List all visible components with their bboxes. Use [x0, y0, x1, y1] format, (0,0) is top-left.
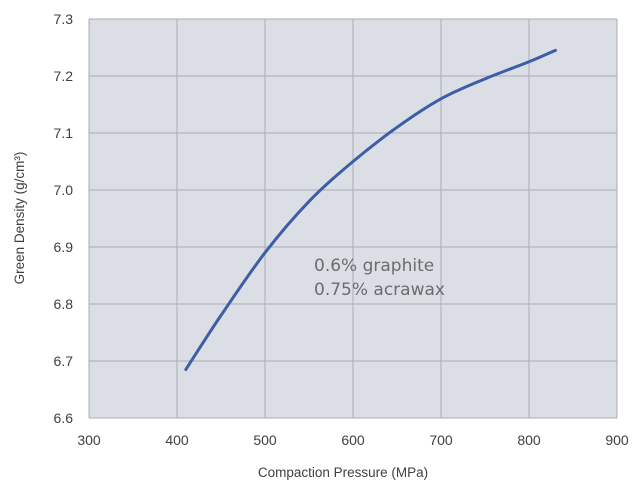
y-tick-label: 6.9: [54, 239, 74, 255]
series-line: [184, 48, 557, 372]
y-tick-label: 7.1: [54, 125, 74, 141]
x-tick-label: 800: [517, 432, 541, 448]
y-tick-label: 6.7: [54, 353, 74, 369]
x-tick-label: 300: [77, 432, 101, 448]
x-tick-label: 500: [253, 432, 277, 448]
y-tick-label: 7.0: [54, 182, 74, 198]
x-tick-label: 900: [605, 432, 629, 448]
y-tick-label: 7.2: [54, 68, 74, 84]
x-tick-label: 700: [429, 432, 453, 448]
y-axis-label: Green Density (g/cm³): [12, 152, 27, 285]
x-axis-label: Compaction Pressure (MPa): [258, 465, 428, 480]
y-tick-label: 7.3: [54, 11, 74, 27]
series-group: [184, 48, 557, 372]
y-tick-label: 6.8: [54, 296, 74, 312]
grid: [88, 18, 618, 419]
x-tick-label: 600: [341, 432, 365, 448]
annotation-acrawax: 0.75% acrawax: [314, 280, 445, 300]
y-tick-label: 6.6: [54, 410, 74, 426]
annotation-graphite: 0.6% graphite: [314, 256, 434, 276]
y-axis-ticks: 6.6 6.7 6.8 6.9 7.0 7.1 7.2 7.3: [54, 11, 74, 426]
x-tick-label: 400: [165, 432, 189, 448]
x-axis-ticks: 300 400 500 600 700 800 900: [77, 432, 629, 448]
